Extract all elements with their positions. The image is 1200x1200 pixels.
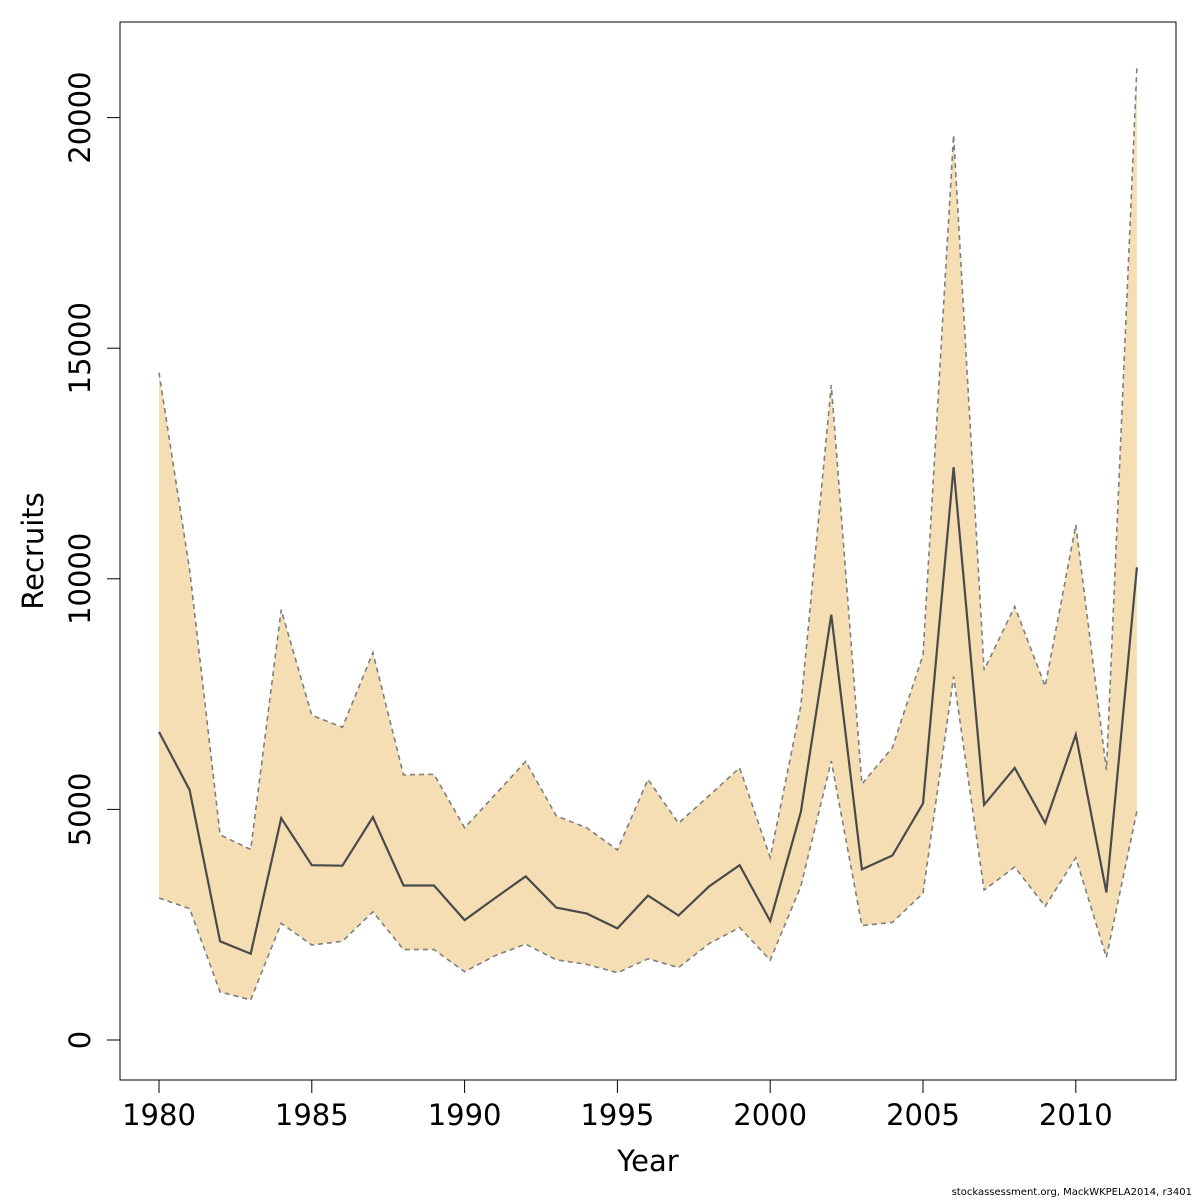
confidence-band-layer <box>159 66 1137 1000</box>
series-line-layer <box>158 66 1138 1001</box>
x-tick-label: 2005 <box>886 1098 960 1132</box>
y-tick-label: 10000 <box>63 533 97 625</box>
x-tick-label: 1980 <box>122 1098 196 1132</box>
y-axis-title: Recruits <box>16 492 50 609</box>
x-tick-label: 1985 <box>275 1098 349 1132</box>
footer-credit: stockassessment.org, MackWKPELA2014, r34… <box>951 1187 1192 1198</box>
y-tick-label: 20000 <box>63 71 97 163</box>
x-tick-label: 2000 <box>733 1098 807 1132</box>
confidence-band <box>159 66 1137 1000</box>
x-tick-label: 2010 <box>1039 1098 1113 1132</box>
estimate-line <box>158 467 1138 956</box>
x-tick-label: 1995 <box>580 1098 654 1132</box>
y-axis: 0 5000 10000 15000 20000 <box>63 71 121 1049</box>
y-tick-label: 5000 <box>63 772 97 846</box>
x-axis-title: Year <box>616 1144 678 1178</box>
y-tick-label: 15000 <box>63 302 97 394</box>
y-tick-label: 0 <box>63 1031 97 1049</box>
x-tick-label: 1990 <box>428 1098 502 1132</box>
x-axis: 1980 1985 1990 1995 2000 2005 2010 <box>122 1079 1113 1132</box>
lower-bound-line <box>158 676 1138 1001</box>
